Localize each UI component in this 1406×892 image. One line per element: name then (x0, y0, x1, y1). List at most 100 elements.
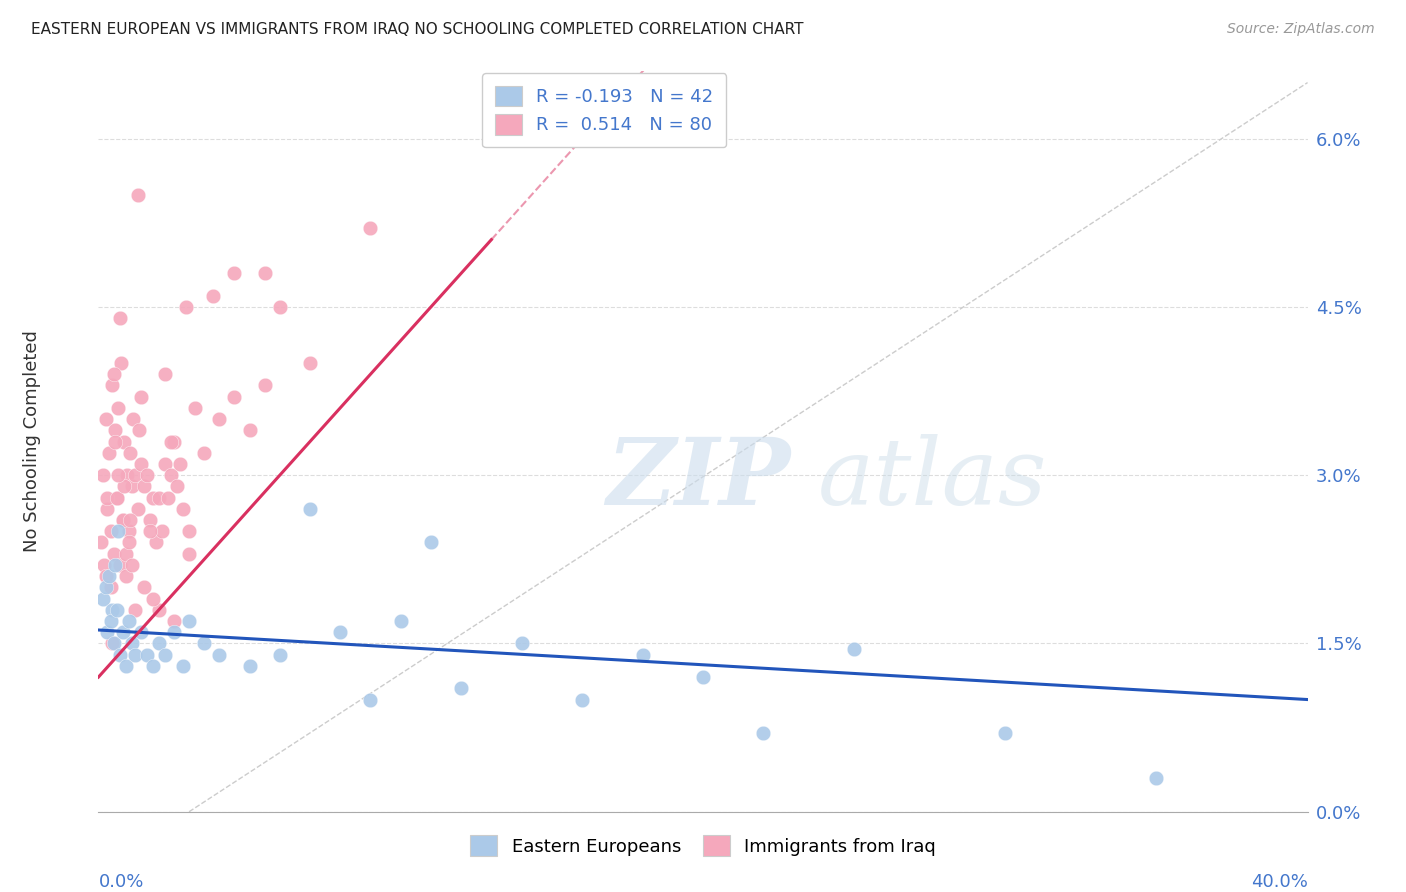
Point (121, 479, 143, 493)
Point (139, 513, 162, 527)
Point (166, 479, 188, 493)
Point (253, 266, 276, 280)
Point (108, 558, 131, 572)
Point (692, 670, 714, 684)
Point (127, 187, 149, 202)
Point (156, 491, 179, 505)
Point (94, 580, 117, 594)
Point (121, 558, 143, 572)
Point (115, 468, 138, 483)
Point (118, 535, 141, 549)
Text: EASTERN EUROPEAN VS IMMIGRANTS FROM IRAQ NO SCHOOLING COMPLETED CORRELATION CHAR: EASTERN EUROPEAN VS IMMIGRANTS FROM IRAQ… (31, 22, 803, 37)
Point (96, 501, 118, 516)
Point (224, 266, 246, 280)
Point (104, 423, 127, 437)
Point (420, 535, 443, 549)
Point (111, 513, 134, 527)
Point (139, 524, 162, 539)
Point (160, 468, 183, 483)
Text: atlas: atlas (818, 434, 1047, 524)
Point (299, 356, 322, 370)
Point (202, 289, 225, 303)
Point (145, 535, 167, 549)
Point (153, 368, 176, 382)
Point (108, 311, 131, 326)
Point (129, 625, 152, 640)
Point (142, 491, 165, 505)
Point (110, 356, 132, 370)
Point (160, 434, 183, 449)
Point (135, 468, 157, 483)
Point (135, 648, 157, 662)
Point (94, 569, 117, 583)
Point (114, 547, 136, 561)
Point (100, 580, 122, 594)
Point (179, 524, 201, 539)
Point (389, 614, 412, 628)
Point (148, 603, 170, 617)
Point (510, 636, 533, 650)
Text: Source: ZipAtlas.com: Source: ZipAtlas.com (1227, 22, 1375, 37)
Point (172, 501, 194, 516)
Point (94, 412, 117, 426)
Point (114, 569, 136, 583)
Text: 40.0%: 40.0% (1251, 873, 1308, 891)
Point (132, 479, 155, 493)
Point (122, 412, 145, 426)
Point (239, 659, 262, 673)
Point (112, 479, 135, 493)
Point (98, 569, 121, 583)
Point (118, 614, 141, 628)
Point (172, 659, 194, 673)
Text: No Schooling Completed: No Schooling Completed (22, 331, 41, 552)
Point (91, 591, 114, 606)
Point (100, 614, 122, 628)
Point (1146, 771, 1168, 785)
Point (129, 457, 152, 471)
Point (269, 300, 291, 314)
Point (98, 446, 121, 460)
Point (120, 446, 142, 460)
Legend: Eastern Europeans, Immigrants from Iraq: Eastern Europeans, Immigrants from Iraq (460, 824, 946, 867)
Point (631, 648, 654, 662)
Text: 0.0%: 0.0% (98, 873, 143, 891)
Point (193, 446, 215, 460)
Point (114, 659, 136, 673)
Point (96, 625, 118, 640)
Point (153, 457, 176, 471)
Point (121, 636, 143, 650)
Point (299, 501, 322, 516)
Point (150, 524, 173, 539)
Point (269, 648, 291, 662)
Point (329, 625, 352, 640)
Point (994, 726, 1017, 740)
Point (174, 300, 197, 314)
Point (129, 390, 152, 404)
Point (101, 636, 124, 650)
Point (107, 401, 129, 415)
Point (208, 648, 231, 662)
Point (124, 603, 146, 617)
Point (104, 558, 127, 572)
Point (124, 648, 146, 662)
Point (450, 681, 472, 696)
Point (104, 434, 127, 449)
Point (163, 625, 186, 640)
Point (108, 648, 131, 662)
Point (142, 591, 165, 606)
Point (103, 547, 125, 561)
Point (142, 659, 165, 673)
Point (124, 468, 146, 483)
Point (148, 491, 170, 505)
Point (169, 457, 191, 471)
Text: ZIP: ZIP (606, 434, 790, 524)
Point (127, 501, 149, 516)
Point (153, 648, 176, 662)
Point (163, 434, 186, 449)
Point (118, 524, 141, 539)
Point (105, 491, 128, 505)
Point (571, 692, 593, 706)
Point (752, 726, 775, 740)
Point (128, 423, 150, 437)
Point (91, 468, 114, 483)
